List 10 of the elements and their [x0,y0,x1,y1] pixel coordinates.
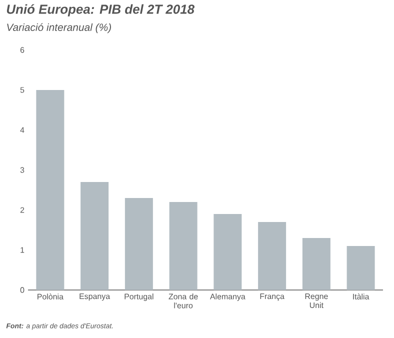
bar [124,198,153,290]
chart-title: Unió Europea: PIB del 2T 2018 [6,4,194,16]
bar [346,246,375,290]
bar [80,182,109,290]
bar [302,238,330,290]
bar [214,214,242,290]
bar [169,202,198,290]
chart-subtitle: Variació interanual (%) [7,23,111,34]
bar [36,90,64,290]
bar [258,222,286,290]
